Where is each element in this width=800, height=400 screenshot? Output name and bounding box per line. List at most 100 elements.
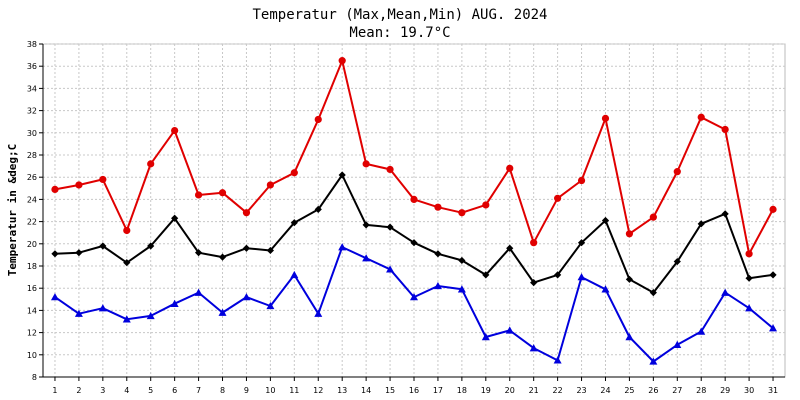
data-point-mean — [769, 271, 777, 279]
y-tick-label: 30 — [27, 129, 37, 138]
x-tick-label: 16 — [409, 386, 419, 395]
x-tick-label: 21 — [529, 386, 539, 395]
data-point-min — [98, 304, 107, 312]
data-point-max — [673, 168, 681, 176]
data-point-max — [530, 239, 538, 247]
data-point-max — [721, 125, 729, 134]
x-tick-label: 25 — [624, 386, 634, 395]
data-point-mean — [554, 271, 562, 279]
data-point-min — [625, 333, 634, 341]
series-layer — [50, 57, 778, 365]
data-point-max — [506, 164, 514, 172]
x-tick-label: 26 — [648, 386, 658, 395]
x-tick-label: 14 — [361, 386, 371, 395]
data-point-min — [697, 327, 706, 335]
grid-layer — [43, 43, 785, 378]
data-point-min — [74, 309, 83, 317]
x-tick-label: 2 — [76, 386, 81, 395]
data-point-max — [697, 113, 705, 121]
data-point-mean — [123, 259, 131, 267]
data-point-mean — [147, 242, 155, 250]
x-tick-label: 27 — [672, 386, 682, 395]
data-point-max — [458, 209, 466, 217]
data-point-mean — [577, 239, 586, 247]
data-point-max — [745, 250, 753, 258]
data-point-max — [601, 114, 610, 122]
data-point-min — [649, 357, 658, 365]
y-tick-label: 26 — [27, 173, 37, 182]
data-point-mean — [386, 223, 394, 231]
data-point-min — [433, 281, 442, 290]
data-point-min — [146, 311, 155, 320]
chart-subtitle: Mean: 19.7°C — [349, 25, 450, 41]
y-tick-label: 10 — [27, 351, 37, 360]
x-tick-label: 29 — [720, 386, 730, 395]
data-point-max — [649, 213, 657, 221]
y-tick-label: 22 — [27, 218, 37, 227]
x-tick-label: 3 — [100, 386, 105, 395]
data-point-min — [721, 288, 730, 296]
data-point-mean — [242, 244, 251, 252]
y-tick-label: 8 — [32, 373, 37, 382]
data-point-mean — [171, 214, 179, 222]
y-axis-label: Temperatur in &deg;C — [6, 144, 19, 276]
data-point-min — [481, 333, 490, 341]
data-point-mean — [673, 257, 681, 266]
data-point-min — [290, 270, 299, 279]
data-point-mean — [410, 239, 418, 247]
data-point-mean — [745, 274, 753, 282]
data-point-max — [99, 175, 107, 184]
data-point-mean — [218, 253, 227, 261]
data-point-max — [434, 203, 442, 211]
data-point-min — [769, 324, 778, 332]
data-point-mean — [697, 220, 705, 228]
data-point-min — [362, 254, 371, 262]
y-tick-label: 24 — [27, 195, 37, 204]
x-tick-label: 24 — [600, 386, 610, 395]
data-point-min — [529, 344, 538, 352]
x-tick-label: 18 — [457, 386, 467, 395]
x-tick-label: 9 — [244, 386, 249, 395]
data-point-mean — [506, 244, 514, 252]
y-tick-label: 32 — [27, 107, 37, 116]
data-point-mean — [721, 210, 729, 218]
x-tick-label: 17 — [433, 386, 443, 395]
data-point-mean — [458, 256, 466, 265]
x-tick-label: 8 — [220, 386, 225, 395]
data-point-max — [338, 57, 346, 65]
y-tick-label: 16 — [27, 284, 37, 293]
data-point-min — [194, 288, 203, 296]
data-point-max — [577, 176, 586, 185]
data-point-mean — [290, 219, 298, 227]
x-tick-label: 1 — [52, 386, 57, 395]
data-point-mean — [51, 250, 59, 258]
data-point-max — [242, 209, 251, 217]
x-tick-label: 13 — [337, 386, 347, 395]
data-point-max — [482, 201, 490, 209]
x-tick-label: 20 — [505, 386, 515, 395]
data-point-max — [769, 205, 777, 213]
y-tick-label: 14 — [27, 306, 37, 315]
data-point-mean — [75, 249, 83, 257]
data-point-min — [673, 340, 682, 349]
data-point-mean — [625, 275, 634, 283]
data-point-max — [554, 194, 562, 202]
data-point-mean — [194, 249, 203, 257]
data-point-min — [505, 326, 514, 334]
data-point-mean — [482, 271, 490, 279]
data-point-min — [410, 293, 418, 301]
data-point-min — [170, 299, 179, 307]
y-tick-label: 28 — [27, 151, 37, 160]
data-point-max — [410, 195, 418, 203]
data-point-max — [123, 226, 131, 235]
data-point-min — [601, 285, 610, 293]
x-tick-label: 12 — [313, 386, 323, 395]
data-point-max — [625, 230, 634, 238]
data-point-min — [386, 265, 395, 273]
data-point-max — [314, 115, 322, 124]
data-point-mean — [530, 279, 538, 287]
data-point-max — [147, 160, 155, 168]
x-tick-label: 5 — [148, 386, 153, 395]
data-point-min — [242, 293, 251, 301]
